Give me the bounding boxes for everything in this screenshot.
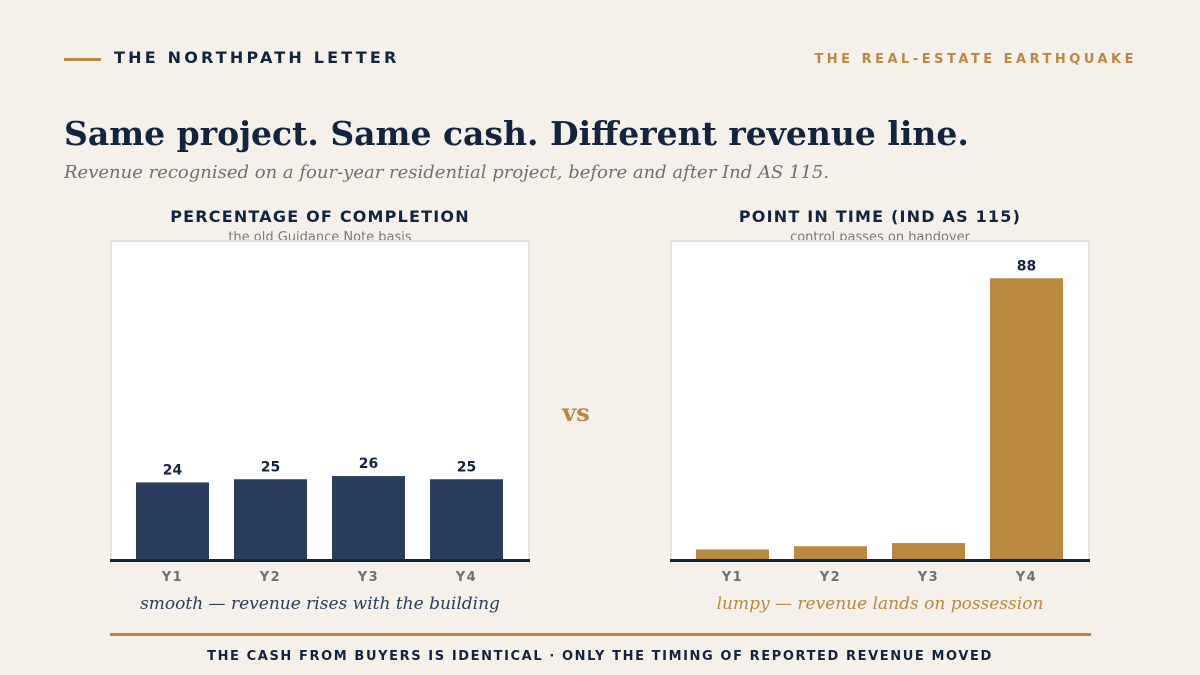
headline: Same project. Same cash. Different reven… (64, 114, 969, 153)
right-chart-title: POINT IN TIME (IND AS 115) (738, 207, 1022, 226)
right-chart-caption: lumpy — revenue lands on possession (716, 594, 1044, 614)
footer-rule (110, 633, 1091, 636)
left-bar-y3 (332, 476, 405, 559)
left-tick-label-y4: Y4 (455, 570, 477, 585)
right-bar-y2 (794, 546, 867, 559)
left-value-label-y3: 26 (359, 456, 378, 472)
right-tick-label-y1: Y1 (721, 570, 743, 585)
right-bar-y4 (990, 278, 1063, 559)
right-bar-y3 (892, 543, 965, 559)
left-bar-y4 (430, 479, 503, 559)
right-bar-y1 (696, 549, 769, 559)
left-bar-y1 (136, 482, 209, 559)
left-chart-title: PERCENTAGE OF COMPLETION (170, 207, 470, 226)
left-tick-label-y3: Y3 (357, 570, 379, 585)
right-chart: Y1 Y2 Y3 88 Y4 (670, 258, 1090, 585)
subhead: Revenue recognised on a four-year reside… (64, 162, 830, 183)
left-tick-label-y2: Y2 (259, 570, 281, 585)
left-value-label-y2: 25 (261, 459, 280, 475)
right-tick-label-y3: Y3 (917, 570, 939, 585)
right-tick-label-y2: Y2 (819, 570, 841, 585)
footer-note: THE CASH FROM BUYERS IS IDENTICAL · ONLY… (207, 649, 993, 664)
right-tick-label-y4: Y4 (1015, 570, 1037, 585)
left-chart: 24 Y1 25 Y2 26 Y3 25 Y4 (110, 456, 530, 585)
left-tick-label-y1: Y1 (161, 570, 183, 585)
series-tag: THE REAL-ESTATE EARTHQUAKE (814, 52, 1137, 67)
left-bar-y2 (234, 479, 307, 559)
right-value-label-y4: 88 (1017, 258, 1036, 274)
brand-rule (64, 58, 101, 61)
vs-label: vs (562, 398, 590, 427)
left-chart-caption: smooth — revenue rises with the building (140, 594, 500, 614)
left-value-label-y1: 24 (163, 462, 183, 478)
brand-name: THE NORTHPATH LETTER (114, 48, 400, 67)
left-value-label-y4: 25 (457, 459, 476, 475)
